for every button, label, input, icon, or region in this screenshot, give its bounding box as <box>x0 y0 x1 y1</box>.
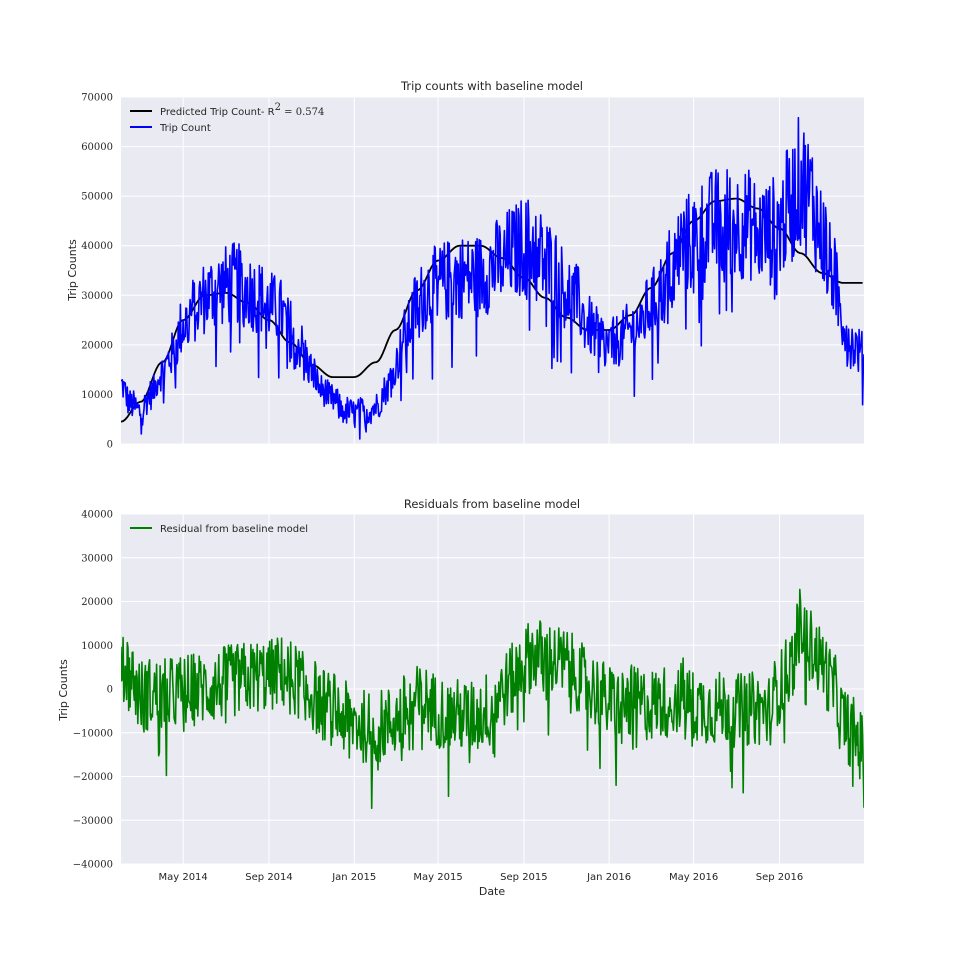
top-y-tick-label: 40000 <box>81 241 113 252</box>
x-tick-label: May 2014 <box>158 872 207 883</box>
x-tick-label: Jan 2016 <box>586 872 631 883</box>
top-chart-title: Trip counts with baseline model <box>400 79 583 93</box>
bottom-x-axis-label: Date <box>479 885 506 898</box>
bottom-y-tick-labels: −40000 −30000 −20000 −10000 0 10000 20000 30000… <box>73 510 113 871</box>
top-y-tick-label: 60000 <box>81 142 113 153</box>
x-tick-label: Sep 2014 <box>245 872 292 883</box>
top-y-tick-label: 10000 <box>81 390 113 401</box>
bottom-y-tick-label: 0 <box>107 685 113 696</box>
top-y-axis-label: Trip Counts <box>66 239 79 302</box>
bottom-y-tick-label: 10000 <box>81 641 113 652</box>
bottom-y-tick-label: 40000 <box>81 510 113 521</box>
bottom-series-lines <box>121 588 864 810</box>
x-tick-label: Sep 2015 <box>500 872 547 883</box>
top-legend: Predicted Trip Count- R2 = 0.574 Trip Co… <box>130 102 324 134</box>
legend-label-predicted: Predicted Trip Count- R2 = 0.574 <box>160 102 324 118</box>
x-tick-label: May 2016 <box>669 872 718 883</box>
legend-label-trip-count: Trip Count <box>159 123 211 134</box>
bottom-chart-title: Residuals from baseline model <box>404 497 580 511</box>
bottom-legend: Residual from baseline model <box>130 524 308 535</box>
bottom-x-tick-labels: May 2014 Sep 2014 Jan 2015 May 2015 Sep 2015… <box>158 872 803 883</box>
top-y-tick-label: 20000 <box>81 340 113 351</box>
x-tick-label: Jan 2015 <box>331 872 376 883</box>
bottom-series-residual <box>121 588 864 810</box>
top-y-tick-label: 70000 <box>81 93 113 104</box>
bottom-y-tick-label: −30000 <box>73 816 113 827</box>
bottom-y-tick-label: −40000 <box>73 860 113 871</box>
bottom-y-tick-label: 30000 <box>81 553 113 564</box>
bottom-y-tick-label: −10000 <box>73 728 113 739</box>
top-y-tick-label: 50000 <box>81 192 113 203</box>
top-y-tick-label: 0 <box>107 440 113 451</box>
top-series-trip-count <box>121 116 864 440</box>
top-y-tick-label: 30000 <box>81 291 113 302</box>
x-tick-label: May 2015 <box>413 872 462 883</box>
bottom-y-axis-label: Trip Counts <box>57 659 70 722</box>
residuals-chart: −40000 −30000 −20000 −10000 0 10000 20000 30000… <box>57 497 864 898</box>
bottom-y-tick-label: 20000 <box>81 597 113 608</box>
x-tick-label: Sep 2016 <box>756 872 803 883</box>
top-series-lines <box>121 116 864 440</box>
trip-counts-chart: 0 10000 20000 30000 40000 50000 60000 70000 Tri… <box>66 79 864 451</box>
bottom-y-tick-label: −20000 <box>73 772 113 783</box>
top-y-tick-labels: 0 10000 20000 30000 40000 50000 60000 70000 <box>81 93 113 451</box>
legend-label-residual: Residual from baseline model <box>160 524 308 535</box>
